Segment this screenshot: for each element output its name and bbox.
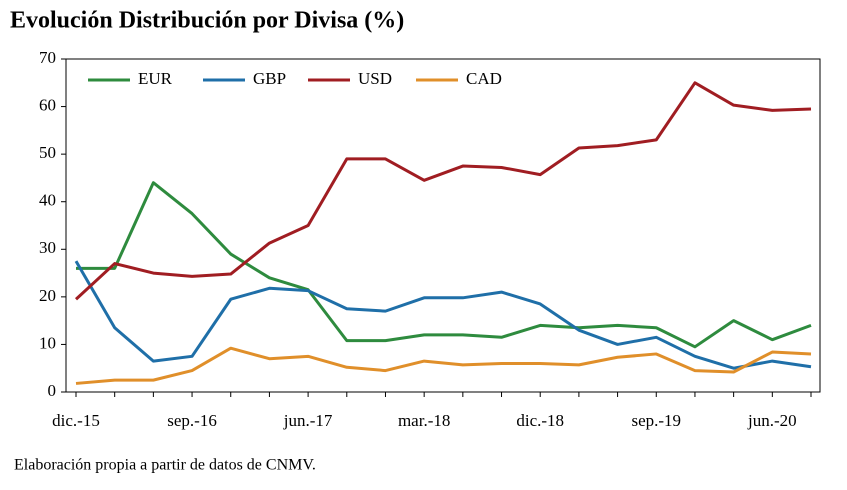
y-tick-label: 30 <box>39 238 56 257</box>
line-series <box>74 81 812 301</box>
y-tick-label: 40 <box>39 191 56 210</box>
x-tick-label: mar.-18 <box>398 411 450 430</box>
legend-label: GBP <box>253 69 286 88</box>
x-tick-label: sep.-19 <box>631 411 681 430</box>
x-tick-label: sep.-16 <box>167 411 217 430</box>
plot-frame <box>65 58 821 393</box>
chart-title: Evolución Distribución por Divisa (%) <box>10 8 404 34</box>
y-tick-label: 50 <box>39 143 56 162</box>
x-tick-label: jun.-17 <box>283 411 333 430</box>
source-note: Elaboración propia a partir de datos de … <box>14 457 316 474</box>
y-tick-label: 70 <box>39 48 56 67</box>
y-tick-label: 10 <box>39 333 56 352</box>
y-tick-label: 0 <box>48 381 57 400</box>
x-tick-label: dic.-18 <box>516 411 564 430</box>
x-tick-label: dic.-15 <box>52 411 100 430</box>
y-tick-label: 20 <box>39 286 56 305</box>
legend-label: CAD <box>466 69 502 88</box>
legend-label: EUR <box>138 69 173 88</box>
x-tick-label: jun.-20 <box>747 411 797 430</box>
y-tick-label: 60 <box>39 95 56 114</box>
line-series <box>76 181 812 349</box>
line-series <box>75 346 812 385</box>
line-series <box>74 260 812 370</box>
legend-label: USD <box>358 69 392 88</box>
